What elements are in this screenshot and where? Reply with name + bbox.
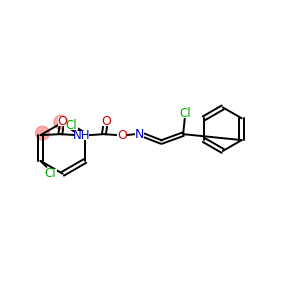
Text: Cl: Cl [45,167,56,180]
Text: N: N [135,128,144,141]
FancyBboxPatch shape [135,130,144,139]
Circle shape [36,126,50,140]
Text: O: O [101,115,111,128]
Text: NH: NH [74,129,91,142]
Text: Cl: Cl [65,119,77,132]
Circle shape [54,115,68,129]
FancyBboxPatch shape [64,121,78,130]
FancyBboxPatch shape [58,117,67,126]
FancyBboxPatch shape [101,117,110,126]
FancyBboxPatch shape [178,109,192,118]
Text: Cl: Cl [179,107,191,120]
Text: O: O [57,115,67,128]
FancyBboxPatch shape [75,131,89,140]
FancyBboxPatch shape [44,169,57,178]
Text: O: O [117,129,127,142]
FancyBboxPatch shape [117,131,126,140]
